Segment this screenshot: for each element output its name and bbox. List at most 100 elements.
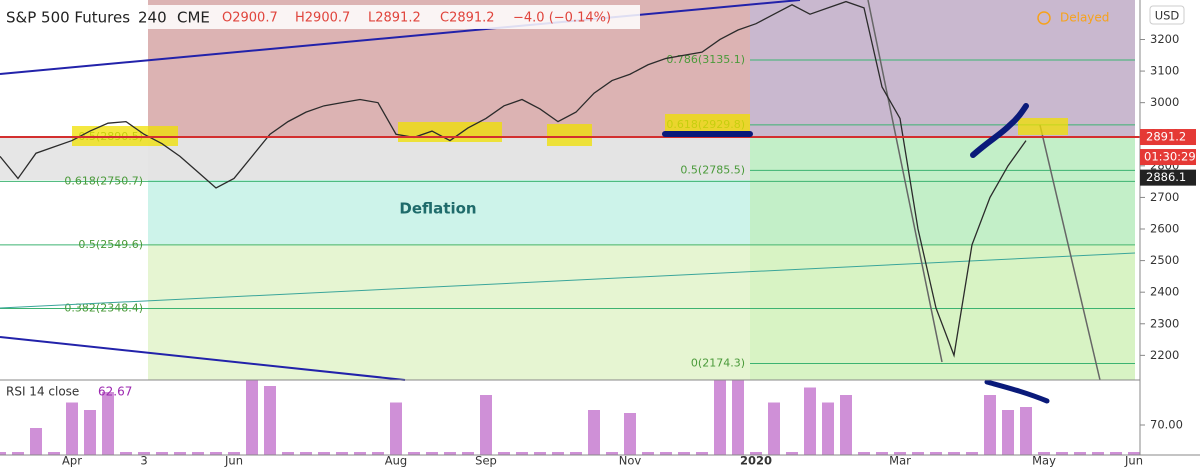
- y-tick-label: 3200: [1150, 32, 1179, 46]
- rsi-bar: [228, 452, 240, 455]
- price-badge: [1140, 129, 1196, 146]
- rsi-bar: [642, 452, 654, 455]
- rsi-bar: [300, 452, 312, 455]
- zone-label: Deflation: [399, 200, 476, 218]
- fib-label: 0.618(2750.7): [64, 174, 143, 187]
- x-tick-label: Aug: [385, 454, 407, 468]
- delayed-icon: [1037, 11, 1051, 25]
- y-tick-label: 70.00: [1150, 418, 1183, 432]
- rsi-bar: [138, 452, 150, 455]
- price-badge-label: 2886.1: [1146, 170, 1186, 184]
- rsi-bar: [606, 452, 618, 455]
- rsi-bar: [318, 452, 330, 455]
- y-tick-label: 2200: [1150, 348, 1179, 362]
- high: H2900.7: [295, 11, 350, 26]
- plot: [0, 0, 1140, 455]
- symbol: S&P 500 Futures: [6, 9, 130, 27]
- rsi-bar: [678, 452, 690, 455]
- drawing: [984, 379, 1050, 404]
- rsi-bar: [192, 452, 204, 455]
- rsi-bar: [84, 410, 96, 455]
- interval: 240: [138, 9, 167, 27]
- rsi-bar: [102, 392, 114, 455]
- highlight: [1018, 118, 1068, 135]
- x-tick-label: Sep: [475, 454, 497, 468]
- price-badge: [1140, 169, 1196, 186]
- rsi-bar: [120, 452, 132, 455]
- fib-label: 0(2174.3): [691, 356, 745, 369]
- y-tick-label: 2400: [1150, 285, 1179, 299]
- trend-line: [1039, 124, 1101, 381]
- rsi-bar: [408, 452, 420, 455]
- rsi-bar: [984, 395, 996, 455]
- rsi-bar: [1002, 410, 1014, 455]
- zones: [0, 0, 1135, 380]
- rsi-bar: [30, 428, 42, 455]
- fib-label: 0.5(2549.6): [78, 238, 143, 251]
- rsi-bar: [0, 452, 6, 455]
- rsi-bar: [948, 452, 960, 455]
- change: −4.0 (−0.14%): [513, 11, 611, 26]
- rsi-bar: [912, 452, 924, 455]
- rsi-bar: [822, 402, 834, 455]
- rsi-bar: [1092, 452, 1104, 455]
- rsi-bar: [840, 395, 852, 455]
- rsi-bar: [336, 452, 348, 455]
- trend-line: [0, 0, 801, 75]
- highlight: [398, 122, 502, 142]
- rsi-bar: [498, 452, 510, 455]
- status: Delayed: [1060, 11, 1109, 25]
- y-tick-label: 2500: [1150, 253, 1179, 267]
- y-tick-label: 3000: [1150, 95, 1179, 109]
- rsi-bar: [876, 452, 888, 455]
- rsi-bar: [48, 452, 60, 455]
- trend-line: [0, 252, 1136, 309]
- price-badge-label: 2891.2: [1146, 130, 1186, 144]
- rsi-bar: [660, 452, 672, 455]
- x-tick-label: May: [1032, 454, 1056, 468]
- rsi-title: RSI 14 close: [6, 385, 79, 399]
- rsi-bar: [732, 380, 744, 455]
- highlight: [547, 124, 592, 146]
- highlight: [72, 126, 178, 146]
- rsi-bar: [426, 452, 438, 455]
- rsi-bar: [282, 452, 294, 455]
- fib-label: 0.5(2785.5): [680, 163, 745, 176]
- rsi-bar: [534, 452, 546, 455]
- x-tick-label: Mar: [889, 454, 911, 468]
- rsi-bar: [1020, 407, 1032, 455]
- rsi-bar: [1056, 452, 1068, 455]
- price-line: [0, 0, 1027, 358]
- rsi-bar: [1110, 452, 1122, 455]
- x-tick-label: 3: [140, 454, 147, 468]
- currency-box: [1149, 5, 1185, 25]
- trend-line: [0, 336, 406, 381]
- low: L2891.2: [368, 11, 421, 26]
- rsi-bar: [714, 380, 726, 455]
- drawing: [970, 103, 1029, 158]
- zone-grey: [148, 137, 750, 180]
- rsi-bar: [174, 452, 186, 455]
- open: O2900.7: [222, 11, 278, 26]
- rsi-bar: [462, 452, 474, 455]
- exchange: CME: [177, 9, 210, 27]
- rsi-bar: [1074, 452, 1086, 455]
- rsi-bar: [516, 452, 528, 455]
- zone-green: [750, 137, 1135, 244]
- highlight: [665, 114, 750, 136]
- x-tick-label: Apr: [62, 454, 82, 468]
- rsi-bar: [894, 452, 906, 455]
- rsi-bar: [1128, 452, 1140, 455]
- rsi-bar: [750, 452, 762, 455]
- rsi-bar: [66, 402, 78, 455]
- rsi-bar: [786, 452, 798, 455]
- zone-cyan: [148, 180, 750, 244]
- x-tick-label: Nov: [619, 454, 642, 468]
- trend-line: [867, 0, 943, 363]
- x-tick-label: Jun: [224, 454, 243, 468]
- close: C2891.2: [440, 11, 495, 26]
- rsi-bar: [246, 380, 258, 455]
- rsi-bar: [156, 452, 168, 455]
- rsi-bar: [588, 410, 600, 455]
